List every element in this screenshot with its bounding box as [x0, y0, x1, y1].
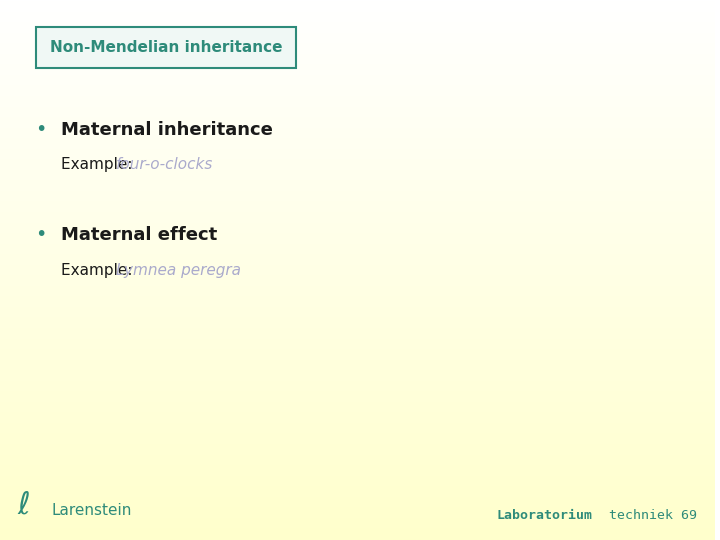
Text: Maternal inheritance: Maternal inheritance: [60, 120, 273, 139]
Text: Non-Mendelian inheritance: Non-Mendelian inheritance: [50, 40, 282, 55]
Text: ℓ: ℓ: [17, 490, 30, 519]
Text: Maternal effect: Maternal effect: [60, 226, 217, 244]
Text: •: •: [35, 225, 46, 245]
Text: Example:: Example:: [60, 262, 137, 278]
Text: four-o-clocks: four-o-clocks: [116, 157, 213, 172]
Text: Lymnea peregra: Lymnea peregra: [116, 262, 240, 278]
Text: Larenstein: Larenstein: [51, 503, 132, 518]
Text: techniek 69: techniek 69: [609, 509, 697, 522]
Text: •: •: [35, 120, 46, 139]
Text: Example:: Example:: [60, 157, 137, 172]
Text: Laboratorium: Laboratorium: [496, 509, 593, 522]
FancyBboxPatch shape: [36, 27, 297, 68]
